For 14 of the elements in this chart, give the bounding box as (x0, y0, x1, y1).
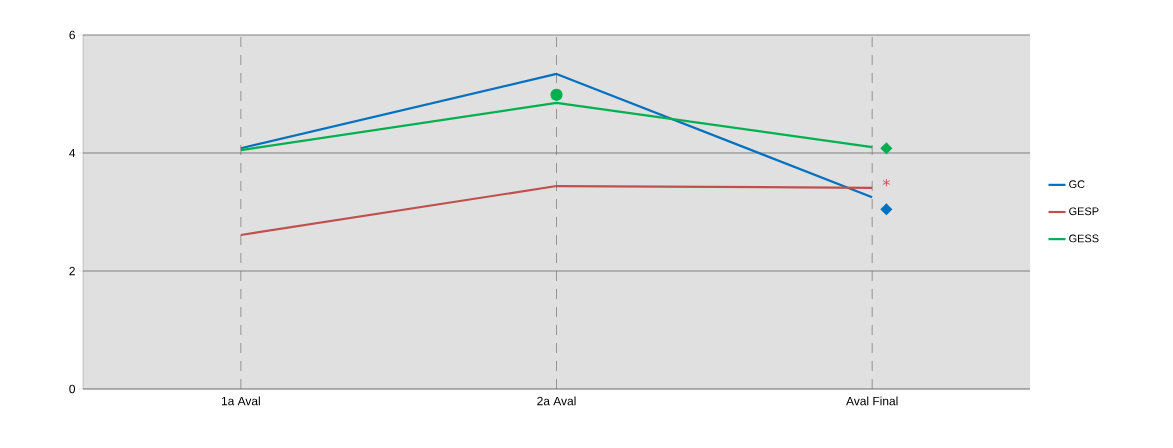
x-tick-label: 1a Aval (221, 396, 260, 406)
annotation: * (882, 178, 890, 187)
legend-label: GESS (1069, 234, 1099, 243)
y-tick-label: 0 (69, 384, 76, 394)
y-tick-label: 4 (69, 148, 76, 158)
annotation: ◆ (880, 142, 893, 155)
y-tick-label: 2 (69, 266, 75, 276)
y-tick-label: 6 (69, 30, 75, 40)
legend-label: GESP (1069, 207, 1099, 216)
legend-label: GC (1069, 180, 1085, 189)
annotation: ◆ (880, 203, 893, 216)
x-tick-label: Aval Final (846, 396, 898, 406)
annotation: ● (550, 88, 563, 101)
x-tick-label: 2a Aval (537, 396, 576, 406)
